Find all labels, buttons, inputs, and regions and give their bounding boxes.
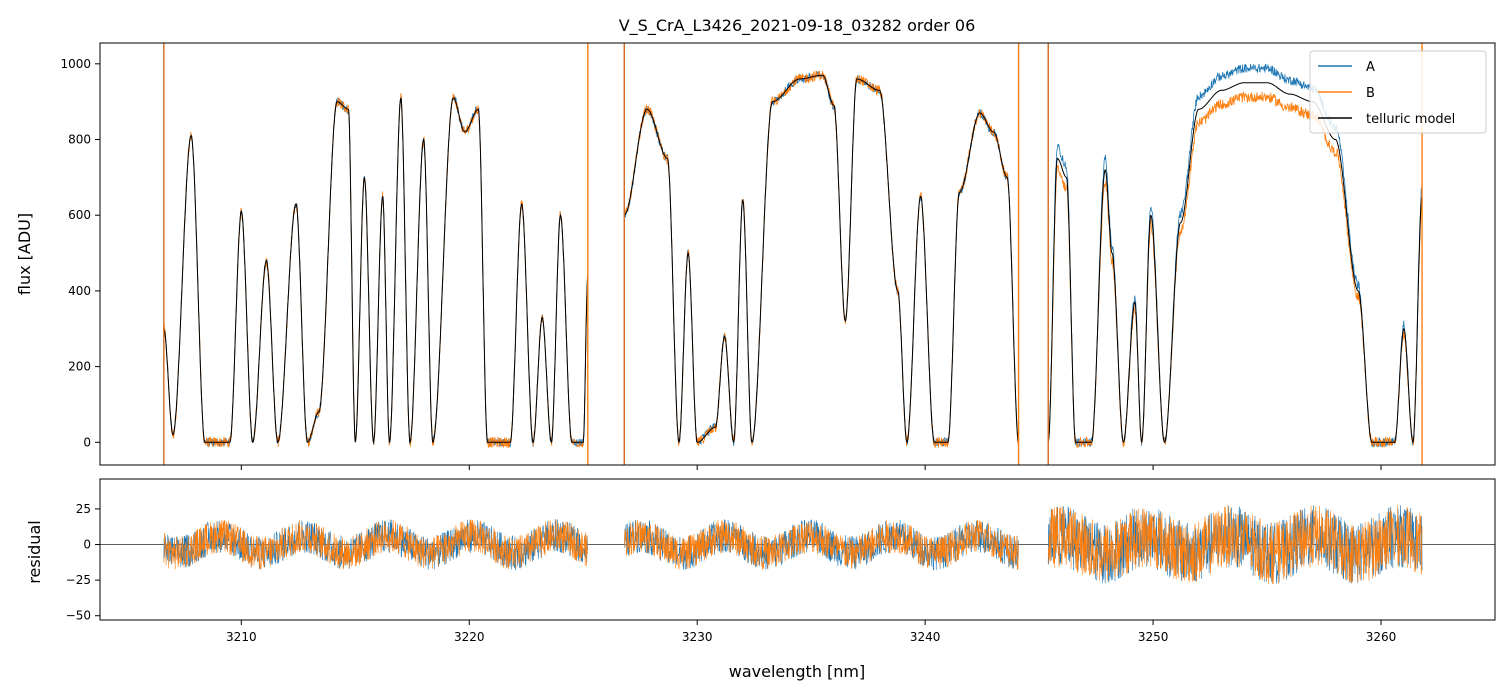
residual-ylabel: residual [25, 520, 44, 583]
flux-ytick-label: 1000 [60, 57, 91, 71]
xtick-label: 3240 [910, 630, 941, 644]
residual-ytick-label: −50 [66, 609, 91, 623]
legend-label-b: B [1366, 86, 1375, 101]
legend-box [1309, 50, 1487, 134]
chart-title: V_S_CrA_L3426_2021-09-18_03282 order 06 [619, 16, 976, 36]
xtick-label: 3230 [682, 630, 713, 644]
residual-ytick-label: 25 [76, 502, 91, 516]
xtick-label: 3210 [226, 630, 257, 644]
xlabel: wavelength [nm] [729, 662, 866, 681]
residual-b-segment-1 [624, 519, 1019, 571]
series-a-segment-2 [1047, 63, 1423, 448]
xtick-label: 3220 [454, 630, 485, 644]
legend-label-a: A [1366, 60, 1375, 75]
telluric-model-segment-0 [163, 97, 589, 445]
residual-ytick-label: −25 [66, 573, 91, 587]
flux-ytick-label: 800 [68, 133, 91, 147]
series-b-segment-1 [623, 70, 1019, 448]
flux-ytick-label: 0 [83, 435, 91, 449]
legend-label-model: telluric model [1366, 112, 1455, 127]
residual-b-segment-0 [163, 519, 589, 570]
residual-plot-frame [99, 478, 1496, 621]
series-b-segment-2 [1047, 91, 1423, 448]
flux-ytick-label: 400 [68, 284, 91, 298]
legend: A B telluric model [1309, 50, 1487, 134]
xtick-label: 3260 [1366, 630, 1397, 644]
flux-ytick-label: 200 [68, 360, 91, 374]
telluric-model-segment-2 [1047, 82, 1423, 444]
flux-ytick-label: 600 [68, 208, 91, 222]
residual-plot: −50 −25 0 25 3210 3220 3230 3240 3250 3260 residu… [25, 478, 1496, 681]
flux-plot: 0 200 400 600 800 1000 flux [ADU] A B telluri… [15, 42, 1496, 470]
flux-ylabel: flux [ADU] [15, 213, 34, 295]
flux-plot-frame [99, 42, 1496, 466]
xtick-label: 3250 [1138, 630, 1169, 644]
residual-b-segment-2 [1047, 504, 1423, 585]
telluric-model-segment-1 [624, 74, 1020, 444]
residual-ytick-label: 0 [83, 538, 91, 552]
series-a-segment-1 [623, 71, 1019, 447]
